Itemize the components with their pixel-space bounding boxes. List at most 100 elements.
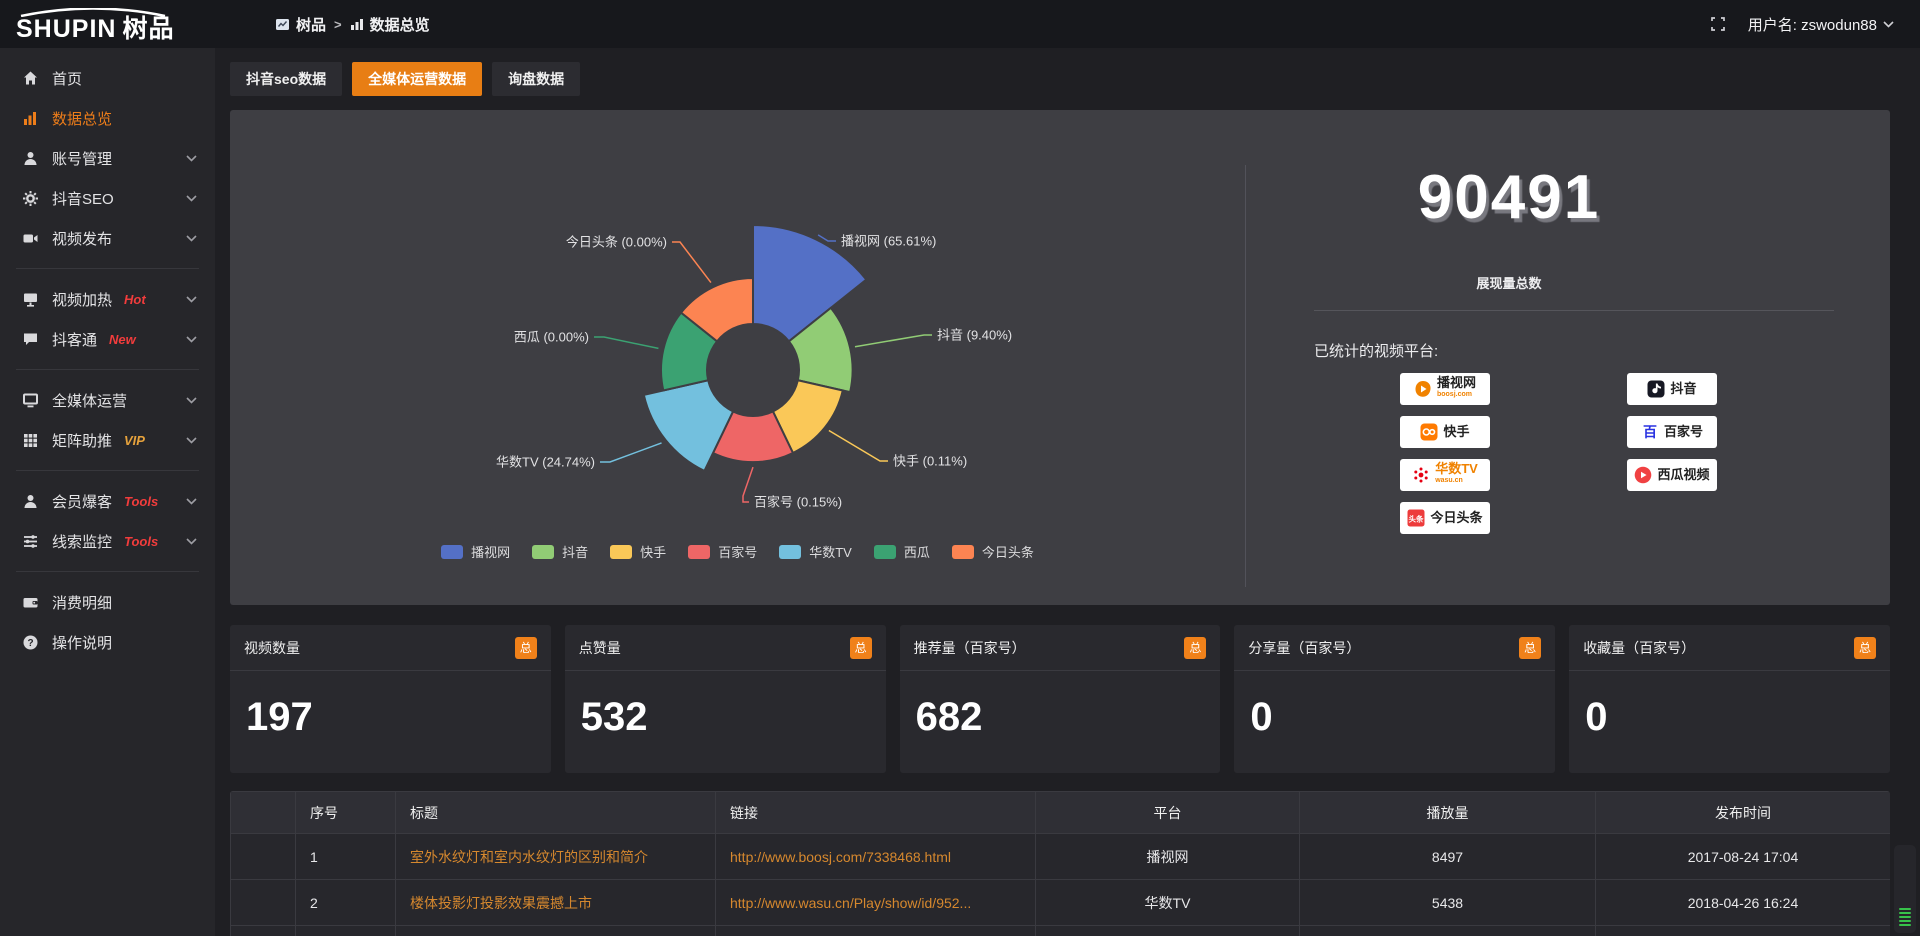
cell-title[interactable]: 楼体投影灯投影效果震撼上市	[395, 879, 716, 926]
breadcrumb-current[interactable]: 数据总览	[350, 14, 430, 35]
sidebar-divider	[16, 470, 199, 471]
total-badge[interactable]: 总	[1853, 636, 1876, 659]
legend-item-华数TV[interactable]: 华数TV	[779, 542, 852, 561]
stat-card-value: 0	[1585, 695, 1608, 739]
cell-link[interactable]: http://www.wasu.cn/Play/show/id/952...	[715, 879, 1036, 926]
music-note-icon	[1647, 380, 1665, 398]
baijia-icon: 百	[1641, 423, 1659, 441]
sidebar-item-全媒体运营[interactable]: 全媒体运营	[0, 380, 215, 420]
sidebar-item-首页[interactable]: 首页	[0, 58, 215, 98]
tab-全媒体运营数据[interactable]: 全媒体运营数据	[352, 62, 483, 96]
legend-item-今日头条[interactable]: 今日头条	[951, 542, 1034, 561]
screen-icon	[22, 291, 39, 308]
sidebar-item-操作说明[interactable]: ? 操作说明	[0, 622, 215, 662]
legend-item-快手[interactable]: 快手	[610, 542, 666, 561]
legend-item-抖音[interactable]: 抖音	[532, 542, 588, 561]
floating-service-widget[interactable]	[1894, 845, 1916, 933]
chevron-down-icon	[186, 234, 197, 242]
sidebar-item-label: 视频加热	[52, 291, 113, 309]
table-header-row: 序号 标题 链接 平台 播放量 发布时间	[230, 791, 1890, 834]
chart-legend: 播视网 抖音 快手 百家号 华数TV 西瓜 今日头条	[230, 542, 1245, 561]
sidebar-item-账号管理[interactable]: 账号管理	[0, 138, 215, 178]
tab-抖音seo数据[interactable]: 抖音seo数据	[230, 62, 343, 96]
total-badge[interactable]: 总	[1519, 636, 1542, 659]
chevron-down-icon	[186, 295, 197, 303]
cell-platform: 播视网	[1035, 833, 1300, 880]
column-header-发布时间: 发布时间	[1595, 791, 1890, 834]
cell-no: 1	[295, 833, 396, 880]
stat-card-value: 532	[580, 695, 648, 739]
cell-link[interactable]: http://www.boosj.com/7338468.html	[715, 833, 1036, 880]
sidebar-item-label: 操作说明	[52, 634, 113, 652]
legend-item-百家号[interactable]: 百家号	[688, 542, 757, 561]
pie-label-百家号: 百家号 (0.15%)	[754, 495, 842, 510]
pie-slice-播视网[interactable]	[752, 223, 868, 343]
monitor-icon	[22, 392, 39, 409]
chevron-down-icon	[186, 436, 197, 444]
sidebar-item-矩阵助推[interactable]: 矩阵助推 VIP	[0, 420, 215, 460]
sidebar-item-label: 首页	[52, 70, 83, 88]
platform-badge-华数TV: 华数TV wasu.cn	[1400, 459, 1490, 491]
legend-label: 快手	[640, 545, 667, 560]
sidebar-item-抖客通[interactable]: 抖客通 New	[0, 319, 215, 359]
member-icon	[22, 493, 39, 510]
table-row: 2 楼体投影灯投影效果震撼上市 http://www.wasu.cn/Play/sh…	[230, 879, 1890, 926]
pie-label-leader	[672, 241, 712, 284]
total-badge[interactable]: 总	[1184, 636, 1207, 659]
platform-badge-今日头条: 头条 今日头条	[1400, 502, 1490, 534]
chart-bars-icon	[22, 110, 39, 127]
sidebar-item-视频加热[interactable]: 视频加热 Hot	[0, 279, 215, 319]
pie-slice-抖音[interactable]	[787, 306, 854, 394]
pie-label-leader	[742, 466, 754, 503]
sidebar-item-视频发布[interactable]: 视频发布	[0, 218, 215, 258]
pie-label-leader	[817, 234, 836, 242]
tab-询盘数据[interactable]: 询盘数据	[492, 62, 581, 96]
legend-swatch	[779, 544, 802, 559]
sidebar-item-会员爆客[interactable]: 会员爆客 Tools	[0, 481, 215, 521]
grid-icon	[22, 432, 39, 449]
platform-name: 播视网	[1436, 375, 1476, 390]
sidebar-item-数据总览[interactable]: 数据总览	[0, 98, 215, 138]
pie-label-今日头条: 今日头条 (0.00%)	[566, 235, 667, 250]
sidebar-item-label: 全媒体运营	[52, 392, 128, 410]
sidebar-item-tag: Tools	[124, 533, 159, 549]
chevron-down-icon	[186, 396, 197, 404]
pie-label-leader	[600, 442, 662, 463]
platform-subtext: wasu.cn	[1435, 477, 1463, 484]
sidebar-item-消费明细[interactable]: 消费明细	[0, 582, 215, 622]
sidebar-item-抖音SEO[interactable]: 抖音SEO	[0, 178, 215, 218]
breadcrumb-separator-icon: >	[334, 16, 342, 32]
stat-card-title: 推荐量（百家号）	[913, 639, 1026, 656]
svg-text:头条: 头条	[1409, 514, 1425, 524]
pie-slice-华数TV[interactable]	[642, 379, 735, 473]
circle-play-icon	[1634, 466, 1652, 484]
sidebar-divider	[16, 268, 199, 269]
sidebar-item-label: 视频发布	[52, 230, 113, 248]
app-logo[interactable]: SHUPIN 树品	[0, 7, 215, 41]
pie-slice-今日头条[interactable]	[679, 276, 754, 343]
sidebar-item-label: 消费明细	[52, 594, 113, 612]
stat-card-value: 682	[915, 695, 983, 739]
user-menu[interactable]: 用户名: zswodun88	[1748, 14, 1894, 35]
chevron-down-icon	[186, 335, 197, 343]
total-badge[interactable]: 总	[514, 636, 537, 659]
panel-divider	[1245, 165, 1246, 587]
stat-card-title: 分享量（百家号）	[1248, 639, 1361, 656]
cell-title[interactable]: 室外水纹灯和室内水纹灯的区别和简介	[395, 833, 716, 880]
cell-platform: 华数TV	[1035, 879, 1300, 926]
summary-divider	[1314, 310, 1834, 311]
pie-label-leader	[828, 429, 888, 462]
sidebar-item-label: 数据总览	[52, 110, 113, 128]
sidebar-item-label: 抖音SEO	[52, 190, 114, 208]
app-square-icon	[276, 18, 289, 30]
total-badge[interactable]: 总	[849, 636, 872, 659]
username-label: 用户名: zswodun88	[1747, 16, 1877, 34]
column-header-播放量: 播放量	[1299, 791, 1596, 834]
sidebar-item-线索监控[interactable]: 线索监控 Tools	[0, 521, 215, 561]
legend-item-西瓜[interactable]: 西瓜	[873, 542, 930, 561]
fullscreen-icon[interactable]	[1710, 16, 1726, 32]
breadcrumb-root[interactable]: 树品	[275, 14, 326, 35]
wallet-icon	[22, 594, 39, 611]
rose-pie-chart[interactable]: 播视网 (65.61%) 抖音 (9.40%) 快手 (0.11%) 百家号 (0.1…	[230, 110, 1245, 540]
legend-item-播视网[interactable]: 播视网	[441, 542, 510, 561]
